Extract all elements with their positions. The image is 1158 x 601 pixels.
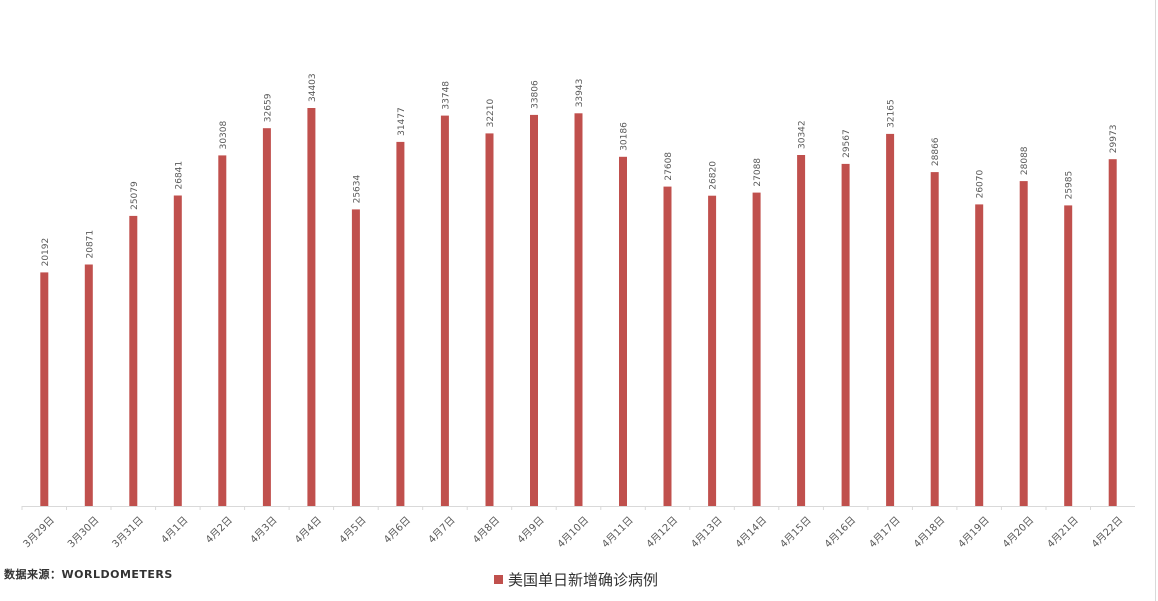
- x-tick-label: 4月18日: [911, 514, 947, 550]
- data-label: 25634: [352, 174, 362, 203]
- data-label: 29973: [1109, 125, 1119, 154]
- x-tick-label: 4月11日: [600, 514, 636, 550]
- x-tick-label: 4月10日: [555, 514, 591, 550]
- data-label: 30342: [798, 120, 808, 149]
- bar: [797, 155, 806, 506]
- bar: [886, 133, 895, 506]
- x-tick-label: 3月31日: [110, 514, 146, 550]
- x-tick-label: 4月2日: [203, 514, 235, 546]
- data-label: 25985: [1065, 171, 1075, 200]
- bar: [1019, 181, 1028, 506]
- x-tick-label: 4月22日: [1089, 514, 1125, 550]
- data-label: 20192: [41, 238, 51, 267]
- bar: [129, 215, 138, 506]
- bar: [841, 163, 850, 506]
- x-tick-label: 4月9日: [515, 514, 547, 546]
- x-tick-label: 4月4日: [292, 514, 324, 546]
- chart-legend: 美国单日新增确诊病例: [494, 569, 658, 590]
- bar: [351, 209, 360, 506]
- data-label: 29567: [842, 129, 852, 158]
- data-label: 32210: [486, 98, 496, 127]
- data-label: 26841: [174, 161, 184, 190]
- x-tick-label: 4月14日: [733, 514, 769, 550]
- bar: [218, 155, 227, 506]
- x-tick-label: 4月5日: [337, 514, 369, 546]
- data-label: 28088: [1020, 146, 1030, 175]
- data-label: 27088: [753, 158, 763, 187]
- x-tick-label: 3月29日: [21, 514, 57, 550]
- data-label: 26070: [976, 169, 986, 198]
- x-tick-label: 4月3日: [248, 514, 280, 546]
- x-tick-label: 4月20日: [1000, 514, 1036, 550]
- data-label: 32165: [887, 99, 897, 128]
- data-source-note: 数据来源：WORLDOMETERS: [4, 568, 173, 581]
- data-label: 20871: [85, 230, 95, 259]
- legend-label: 美国单日新增确诊病例: [508, 571, 659, 589]
- bar: [396, 141, 405, 506]
- bar: [930, 172, 939, 506]
- bar: [262, 128, 271, 506]
- data-label: 31477: [397, 107, 407, 136]
- x-tick-label: 3月30日: [65, 514, 101, 550]
- bar: [574, 113, 583, 507]
- bar: [440, 115, 449, 506]
- data-label: 28866: [931, 137, 941, 166]
- data-label: 32659: [263, 93, 273, 122]
- bar: [307, 108, 316, 506]
- x-tick-label: 4月17日: [867, 514, 903, 550]
- data-label: 33748: [441, 81, 451, 110]
- data-label: 33943: [575, 79, 585, 108]
- x-tick-label: 4月7日: [426, 514, 458, 546]
- x-tick-label: 4月13日: [689, 514, 725, 550]
- x-tick-label: 4月12日: [644, 514, 680, 550]
- data-label: 25079: [130, 181, 140, 210]
- data-label: 34403: [308, 73, 318, 102]
- bar: [530, 114, 538, 507]
- legend-swatch: [494, 575, 503, 584]
- x-tick-label: 4月16日: [822, 514, 858, 550]
- bar: [84, 264, 93, 506]
- bar: [619, 156, 627, 507]
- data-label: 30186: [620, 122, 630, 151]
- bar: [1064, 205, 1073, 506]
- data-label: 30308: [219, 120, 229, 149]
- x-tick-label: 4月8日: [471, 514, 503, 546]
- bar: [1108, 159, 1117, 506]
- x-tick-label: 4月15日: [778, 514, 814, 550]
- x-tick-label: 4月19日: [956, 514, 992, 550]
- x-tick-label: 4月21日: [1045, 514, 1081, 550]
- bar: [40, 272, 49, 506]
- bar: [485, 133, 494, 506]
- bar: [708, 195, 717, 506]
- bar: [663, 186, 672, 506]
- data-label: 33806: [531, 80, 541, 109]
- data-label: 26820: [709, 161, 719, 190]
- x-tick-label: 4月6日: [381, 514, 413, 546]
- x-tick-label: 4月1日: [159, 514, 191, 546]
- bar: [975, 204, 984, 506]
- bar: [173, 195, 182, 506]
- data-label: 27608: [664, 152, 674, 181]
- bar: [752, 192, 761, 506]
